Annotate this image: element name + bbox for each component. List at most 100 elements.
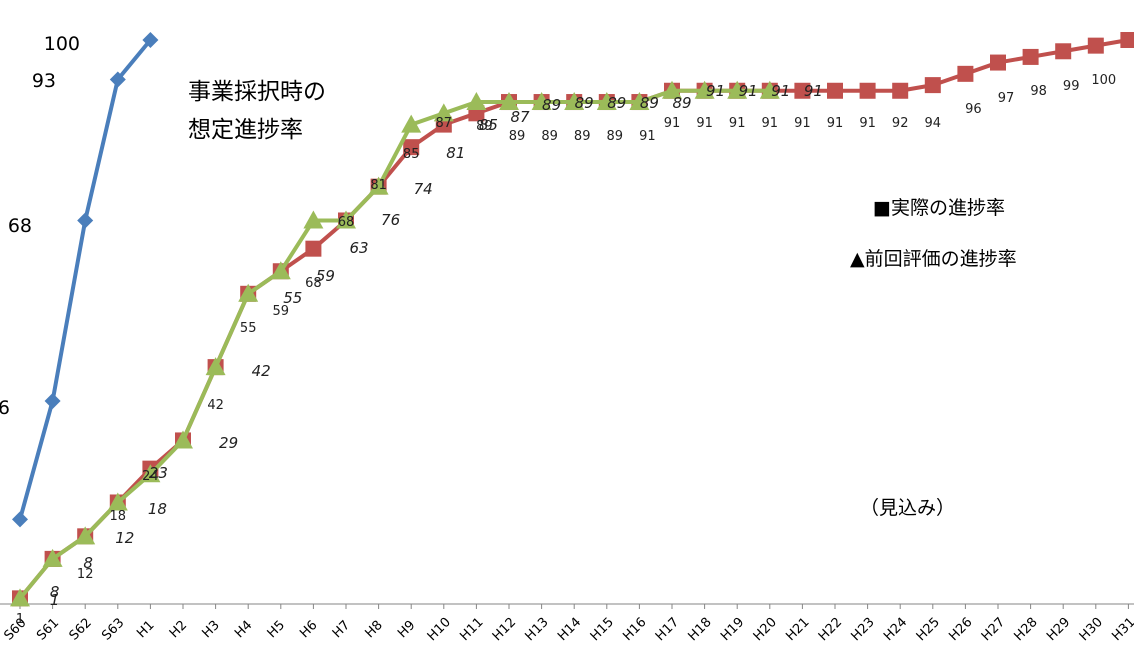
x-tick-label: S63: [99, 615, 127, 643]
prev-data-label: 89: [542, 96, 561, 114]
series-line: [18, 38, 153, 522]
label-layer: 1536689310011218244255596868818587898989…: [0, 33, 1116, 627]
diamond-marker: [44, 392, 61, 409]
x-tick-label: H30: [1077, 615, 1106, 644]
x-tick-label: H12: [490, 615, 519, 644]
triangle-marker: [727, 80, 748, 99]
x-tick-label: H22: [816, 615, 845, 644]
actual-data-label: 68: [305, 276, 322, 291]
actual-data-label: 59: [273, 304, 290, 319]
actual-data-label: 24: [142, 469, 159, 484]
prev-data-label: 63: [349, 239, 368, 257]
series-layer: [10, 32, 1134, 607]
plan-data-label: 36: [0, 397, 10, 419]
triangle-marker: [238, 283, 259, 302]
legend-prev: ▲前回評価の進捗率: [850, 248, 1017, 270]
x-tick-label: H2: [167, 618, 190, 641]
x-tick-label: H6: [297, 618, 320, 641]
triangle-marker: [466, 92, 487, 111]
square-marker: [924, 77, 941, 94]
square-marker: [892, 82, 909, 99]
triangle-marker: [401, 114, 422, 133]
plan-data-label: 68: [8, 215, 32, 237]
square-marker: [990, 54, 1006, 71]
actual-data-label: 68: [338, 215, 355, 230]
prev-data-label: 55: [283, 289, 302, 307]
actual-data-label: 42: [207, 398, 224, 413]
triangle-marker: [336, 210, 356, 229]
actual-data-label: 89: [476, 119, 493, 134]
prev-data-label: 89: [607, 94, 626, 112]
x-tick-label: H31: [1109, 615, 1134, 644]
diamond-marker: [77, 212, 94, 229]
square-marker: [403, 139, 420, 156]
x-tick-label: S61: [34, 615, 62, 643]
legend-actual: ■実際の進捗率: [873, 197, 1005, 219]
actual-data-label: 91: [664, 116, 681, 131]
prev-data-label: 89: [575, 94, 594, 112]
x-tick-label: H10: [425, 615, 454, 644]
triangle-marker: [173, 430, 193, 449]
prev-data-label: 59: [316, 267, 335, 285]
actual-data-label: 91: [794, 116, 811, 131]
square-marker: [1055, 43, 1072, 60]
x-tick-label: H24: [881, 615, 910, 644]
triangle-marker: [694, 80, 715, 99]
actual-data-label: 98: [1030, 84, 1047, 99]
square-marker: [1120, 32, 1134, 48]
actual-data-label: 89: [574, 129, 591, 144]
triangle-marker: [433, 103, 454, 122]
actual-data-label: 1: [16, 612, 24, 627]
actual-data-label: 99: [1063, 79, 1080, 94]
x-tick-label: H8: [362, 618, 385, 641]
triangle-marker: [629, 92, 650, 111]
prev-data-label: 87: [510, 108, 530, 126]
actual-data-label: 89: [541, 129, 558, 144]
actual-data-label: 89: [509, 129, 526, 144]
x-tick-label: H3: [199, 618, 222, 641]
triangle-marker: [107, 492, 128, 511]
actual-data-label: 91: [639, 129, 656, 144]
actual-data-label: 87: [436, 116, 453, 131]
actual-data-label: 55: [240, 321, 257, 336]
triangle-marker: [270, 261, 291, 280]
actual-data-label: 100: [1091, 73, 1116, 88]
x-tick-label: H25: [914, 615, 943, 644]
prev-data-label: 91: [804, 82, 823, 100]
square-marker: [305, 240, 322, 257]
actual-data-label: 89: [607, 129, 624, 144]
x-tick-label: H21: [783, 615, 812, 644]
plan-annotation-line2: 想定進捗率: [188, 117, 303, 143]
prev-data-label: 91: [739, 82, 758, 100]
x-tick-label: H15: [588, 615, 617, 644]
prev-data-label: 81: [446, 144, 465, 162]
triangle-marker: [140, 464, 161, 483]
square-marker: [827, 82, 843, 99]
prev-data-label: 18: [148, 500, 167, 518]
actual-data-label: 91: [762, 116, 779, 131]
x-tick-label: H1: [134, 618, 157, 641]
x-tick-label: H28: [1012, 615, 1041, 644]
square-marker: [957, 65, 974, 82]
x-tick-label: H17: [653, 615, 682, 644]
actual-data-label: 91: [827, 116, 844, 131]
triangle-marker: [303, 210, 324, 229]
triangle-marker: [75, 526, 96, 545]
prev-data-label: 42: [252, 362, 271, 380]
triangle-marker: [205, 357, 226, 376]
actual-data-label: 91: [859, 116, 876, 131]
triangle-marker: [596, 92, 617, 111]
x-tick-label: H29: [1044, 615, 1073, 644]
diamond-marker: [12, 511, 28, 528]
prev-data-label: 29: [219, 434, 238, 452]
x-tick-label: H16: [620, 615, 649, 644]
x-tick-label: H11: [457, 615, 486, 644]
square-marker: [859, 82, 876, 99]
triangle-marker: [42, 548, 63, 567]
triangle-marker: [531, 92, 552, 111]
x-tick-label: H23: [849, 615, 878, 644]
triangle-marker: [368, 176, 389, 195]
triangle-marker: [564, 92, 585, 111]
x-tick-label: H9: [395, 618, 418, 641]
